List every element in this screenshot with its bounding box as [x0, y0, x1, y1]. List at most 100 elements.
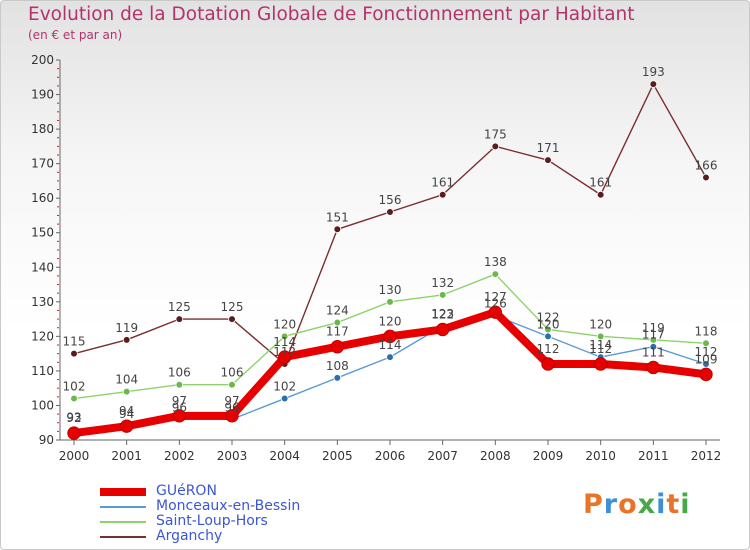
data-point-gu-ron: [172, 409, 187, 423]
data-point-monceaux-en-bessin: [280, 394, 289, 403]
data-point-saint-loup-hors: [702, 339, 710, 348]
data-point-gu-ron: [488, 305, 503, 319]
data-label-monceaux-en-bessin: 117: [642, 328, 665, 342]
legend-item-arganchy: Arganchy: [100, 529, 300, 544]
data-label-saint-loup-hors: 138: [484, 255, 507, 269]
data-point-saint-loup-hors: [333, 318, 342, 327]
data-label-monceaux-en-bessin: 93: [66, 411, 81, 425]
data-point-saint-loup-hors: [438, 291, 447, 299]
data-label-monceaux-en-bessin: 114: [589, 338, 612, 352]
legend-item-gu-ron: GUéRON: [100, 484, 300, 499]
data-label-saint-loup-hors: 120: [589, 317, 612, 331]
y-tick-label: 200: [31, 53, 54, 67]
data-point-arganchy: [702, 173, 710, 182]
data-label-gu-ron: 117: [326, 325, 349, 339]
data-label-saint-loup-hors: 124: [326, 304, 349, 318]
data-label-saint-loup-hors: 120: [273, 317, 296, 331]
data-label-arganchy: 125: [168, 300, 191, 314]
y-tick-label: 160: [31, 191, 54, 205]
legend-item-monceaux-en-bessin: Monceaux-en-Bessin: [100, 499, 300, 514]
data-label-arganchy: 156: [379, 193, 402, 207]
data-label-monceaux-en-bessin: 96: [172, 400, 187, 414]
y-tick-label: 130: [31, 295, 54, 309]
data-label-saint-loup-hors: 102: [63, 380, 86, 394]
logo-letter: x: [637, 489, 657, 520]
data-label-monceaux-en-bessin: 123: [431, 307, 454, 321]
data-label-gu-ron: 97: [172, 394, 187, 408]
data-point-arganchy: [333, 225, 342, 234]
logo-letter: i: [656, 489, 667, 520]
data-point-arganchy: [228, 315, 236, 323]
y-tick-label: 120: [31, 329, 54, 343]
data-point-monceaux-en-bessin: [649, 342, 658, 351]
data-point-gu-ron: [277, 350, 292, 364]
data-label-gu-ron: 112: [537, 342, 560, 356]
y-tick-label: 100: [31, 398, 54, 412]
y-tick-label: 90: [39, 433, 54, 447]
x-tick-label: 2011: [638, 449, 669, 463]
data-point-monceaux-en-bessin: [702, 360, 710, 368]
x-tick-label: 2003: [217, 449, 248, 463]
data-point-saint-loup-hors: [386, 298, 394, 306]
data-label-saint-loup-hors: 119: [642, 321, 665, 335]
data-label-arganchy: 171: [537, 141, 560, 155]
data-labels: 115 119 125 125 112 151 156 161 175 171 161 193 166 1…: [63, 65, 718, 425]
data-point-gu-ron: [646, 360, 661, 375]
data-point-saint-loup-hors: [228, 380, 236, 389]
data-point-monceaux-en-bessin: [333, 374, 342, 382]
chart-subtitle: (en € et par an): [28, 28, 123, 42]
legend-label-gu-ron: GUéRON: [156, 483, 217, 499]
data-point-saint-loup-hors: [122, 387, 131, 396]
x-tick-label: 2009: [533, 449, 564, 463]
data-point-monceaux-en-bessin: [386, 353, 394, 361]
legend-swatch-gu-ron: [100, 487, 146, 496]
x-tick-label: 2000: [59, 449, 90, 463]
legend-label-arganchy: Arganchy: [156, 528, 223, 544]
data-point-saint-loup-hors: [596, 332, 605, 341]
data-label-monceaux-en-bessin: 120: [537, 317, 560, 331]
data-label-arganchy: 115: [63, 335, 86, 349]
data-label-arganchy: 151: [326, 210, 349, 224]
data-label-gu-ron: 120: [379, 314, 402, 328]
legend-swatch-saint-loup-hors: [100, 520, 146, 523]
data-point-monceaux-en-bessin: [544, 332, 552, 341]
data-label-arganchy: 166: [695, 158, 718, 172]
data-point-arganchy: [491, 142, 500, 151]
data-label-arganchy: 119: [115, 321, 138, 335]
logo-letter: i: [680, 489, 691, 520]
data-label-monceaux-en-bessin: 108: [326, 359, 349, 373]
data-label-gu-ron: 122: [431, 307, 454, 321]
data-label-arganchy: 112: [273, 345, 296, 359]
data-point-gu-ron: [330, 340, 345, 354]
data-label-arganchy: 125: [221, 300, 244, 314]
legend: GUéRON Monceaux-en-Bessin Saint-Loup-Hors A…: [100, 484, 300, 544]
data-label-arganchy: 193: [642, 65, 665, 79]
data-point-gu-ron: [383, 329, 397, 344]
chart-title: Evolution de la Dotation Globale de Fonc…: [28, 4, 635, 25]
data-point-arganchy: [175, 315, 184, 323]
legend-item-saint-loup-hors: Saint-Loup-Hors: [100, 514, 300, 529]
y-tick-label: 190: [31, 88, 54, 102]
data-point-gu-ron: [119, 419, 134, 433]
data-point-arganchy: [70, 349, 78, 358]
data-label-gu-ron: 111: [642, 345, 665, 359]
data-label-saint-loup-hors: 118: [695, 324, 718, 338]
x-tick-label: 2006: [375, 449, 406, 463]
data-label-arganchy: 161: [431, 176, 454, 190]
data-label-monceaux-en-bessin: 112: [695, 345, 718, 359]
logo-letter: o: [618, 489, 638, 520]
data-label-monceaux-en-bessin: 114: [379, 338, 402, 352]
data-label-monceaux-en-bessin: 94: [119, 407, 134, 421]
data-label-saint-loup-hors: 132: [431, 276, 454, 290]
data-point-gu-ron: [541, 357, 555, 371]
proxiti-logo: Proxiti: [583, 489, 691, 520]
logo-letter: P: [583, 489, 604, 520]
legend-label-saint-loup-hors: Saint-Loup-Hors: [156, 513, 268, 529]
y-tick-label: 180: [31, 122, 54, 136]
data-label-saint-loup-hors: 106: [168, 366, 191, 380]
data-point-arganchy: [386, 208, 394, 216]
data-label-monceaux-en-bessin: 96: [224, 400, 239, 414]
data-label-gu-ron: 127: [484, 290, 507, 304]
data-point-arganchy: [438, 190, 447, 199]
data-label-gu-ron: 92: [66, 411, 81, 425]
